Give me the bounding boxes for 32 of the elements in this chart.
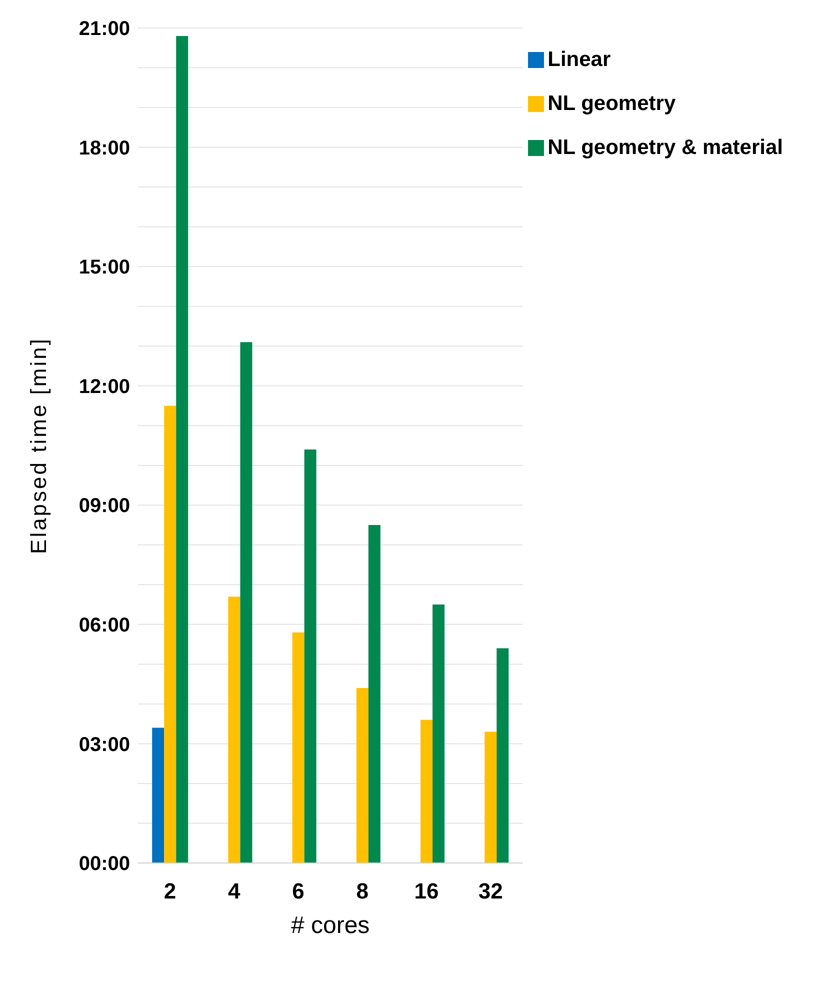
y-tick-label: 12:00 [78, 376, 130, 398]
bar [292, 632, 304, 863]
y-tick-label: 09:00 [78, 495, 130, 518]
y-tick-label: 15:00 [78, 256, 130, 279]
legend-label: NL geometry & material [548, 136, 783, 159]
bar [240, 342, 252, 863]
bar [356, 688, 368, 863]
bar [176, 36, 188, 863]
bar [368, 525, 380, 863]
y-tick-label: 21:00 [78, 18, 130, 40]
x-tick-label: 16 [414, 878, 439, 904]
bar [432, 604, 445, 863]
x-axis-title: # cores [290, 912, 370, 939]
legend-label: Linear [548, 48, 611, 71]
x-tick-label: 8 [356, 878, 368, 904]
x-tick-label: 2 [164, 878, 176, 904]
x-tick-label: 4 [228, 878, 242, 904]
bar [420, 720, 433, 863]
y-tick-label: 18:00 [78, 137, 130, 160]
y-axis-title: Elapsed time [min] [26, 337, 51, 554]
bar [496, 648, 509, 863]
bar [228, 596, 240, 863]
y-tick-label: 06:00 [78, 614, 130, 637]
legend-label: NL geometry [548, 92, 676, 115]
y-tick-label: 00:00 [78, 853, 130, 876]
x-tick-label: 32 [478, 878, 503, 904]
bar [152, 728, 164, 863]
bar [304, 449, 316, 863]
x-tick-label: 6 [292, 878, 304, 904]
bar [164, 406, 176, 863]
bar [484, 732, 497, 863]
y-tick-label: 03:00 [78, 734, 130, 756]
